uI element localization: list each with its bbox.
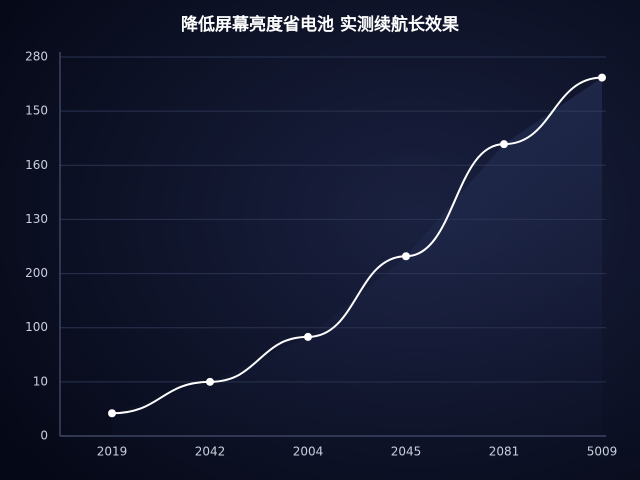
- x-tick-label: 2004: [293, 445, 324, 459]
- area: [112, 77, 602, 437]
- x-tick-label: 2042: [195, 445, 226, 459]
- point: [304, 332, 312, 341]
- point: [598, 73, 606, 82]
- y-tick-label: 150: [25, 104, 48, 118]
- x-tick-label: 2081: [489, 445, 520, 459]
- y-tick-label: 130: [25, 212, 48, 226]
- point: [402, 252, 410, 261]
- y-tick-label: 10: [33, 374, 48, 388]
- chart-title: 降低屏幕亮度省电池 实测续航长效果: [181, 14, 459, 35]
- y-tick-label: 100: [25, 320, 48, 334]
- y-tick-label: 200: [25, 266, 48, 280]
- y-tick-label: 0: [40, 429, 48, 443]
- point: [206, 377, 214, 386]
- x-tick-label: 5009: [587, 445, 618, 459]
- x-tick-label: 2019: [97, 445, 128, 459]
- point: [108, 409, 116, 418]
- point: [500, 140, 508, 149]
- x-tick-label: 2045: [391, 445, 422, 459]
- y-tick-label: 280: [25, 50, 48, 64]
- y-tick-label: 160: [25, 158, 48, 172]
